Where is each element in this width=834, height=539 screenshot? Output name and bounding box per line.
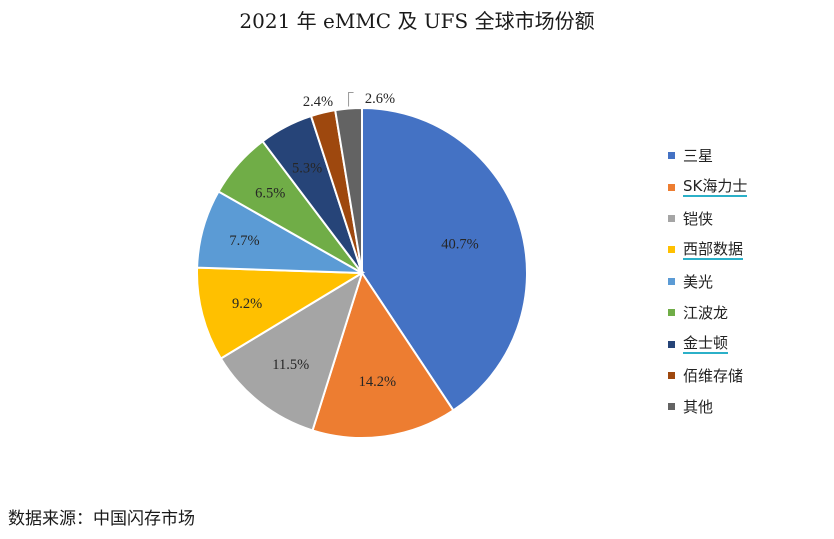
pie-slice-9	[334, 106, 363, 274]
pie-slice-4	[196, 266, 366, 360]
data-label-8: 2.4%	[303, 94, 333, 110]
legend-swatch	[668, 152, 675, 160]
pie-slice-3	[219, 270, 364, 432]
legend-item: 美光	[668, 266, 747, 297]
legend-swatch	[668, 214, 675, 222]
data-label-5: 7.7%	[229, 233, 259, 249]
pie-slice-2	[311, 270, 455, 439]
pie-slices	[196, 106, 528, 439]
legend-swatch	[668, 183, 675, 191]
legend: 三星 SK海力士铠侠西部数据美光江波龙金士顿佰维存储其他	[668, 140, 748, 423]
legend-label: 西部数据	[683, 239, 744, 260]
leader-lines	[348, 92, 354, 107]
data-label-7: 5.3%	[292, 161, 322, 177]
data-label-3: 11.5%	[272, 357, 309, 373]
legend-label: 金士顿	[683, 334, 729, 355]
legend-swatch	[668, 246, 675, 254]
legend-item: 西部数据	[668, 234, 747, 265]
data-label-2: 14.2%	[359, 374, 396, 390]
source-note: 数据来源：中国闪存市场	[8, 509, 195, 529]
legend-label: 铠侠	[683, 209, 714, 228]
legend-label: 江波龙	[683, 304, 729, 323]
legend-item: 江波龙	[668, 297, 747, 328]
legend-label: 美光	[683, 272, 714, 291]
legend-label: 佰维存储	[683, 366, 744, 385]
legend-item: 铠侠	[668, 203, 747, 234]
data-label-9: 2.6%	[365, 91, 395, 107]
legend-item: 金士顿	[668, 328, 747, 359]
legend-swatch	[668, 277, 675, 285]
legend-item: 三星	[668, 140, 747, 171]
legend-swatch	[668, 371, 675, 379]
chart-title: 2021 年 eMMC 及 UFS 全球市场份额	[239, 9, 595, 33]
legend-label: SK海力士	[683, 177, 748, 198]
legend-label: 其他	[683, 398, 714, 417]
legend-item: 其他	[668, 391, 747, 422]
data-label-6: 6.5%	[255, 185, 285, 201]
data-label-4: 9.2%	[232, 296, 262, 312]
legend-swatch	[668, 309, 675, 317]
legend-swatch	[668, 403, 675, 411]
data-label-1: 40.7%	[441, 236, 478, 252]
legend-item: SK海力士	[668, 171, 748, 202]
legend-swatch	[668, 340, 675, 348]
leader-line-other	[348, 92, 354, 107]
data-labels: 40.7% 14.2% 11.5% 9.2% 7.7% 6.5% 5.3% 2.4% 2.6%	[229, 91, 478, 390]
legend-item: 佰维存储	[668, 360, 747, 391]
legend-label: 三星	[683, 147, 714, 166]
